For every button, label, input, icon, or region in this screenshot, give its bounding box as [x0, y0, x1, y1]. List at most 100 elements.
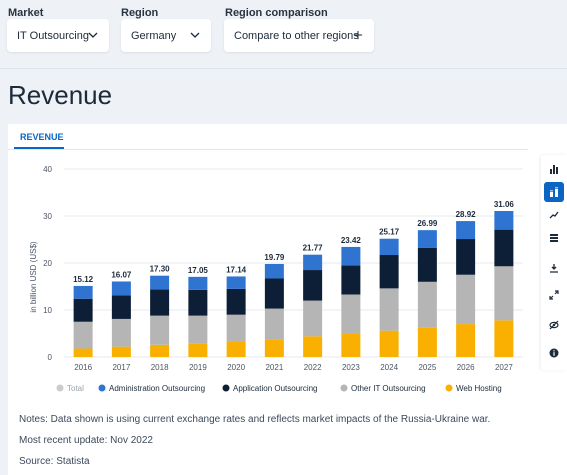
bar-segment[interactable]	[226, 341, 246, 357]
y-tick-label: 30	[43, 212, 52, 221]
bar-segment[interactable]	[379, 288, 399, 331]
bar-segment[interactable]	[188, 343, 208, 357]
revenue-chart: in billion USD (US$) 0 10 20 30 40 15.12 2016…	[29, 165, 523, 393]
bar-segment[interactable]	[111, 281, 131, 296]
bar-chart-button[interactable]	[544, 159, 564, 179]
bar-segment[interactable]	[456, 239, 476, 275]
x-tick-label: 2027	[495, 363, 513, 372]
bar-segment[interactable]	[73, 348, 93, 357]
bar-segment[interactable]	[379, 238, 399, 256]
stacked-bar-icon	[550, 187, 558, 197]
bar-segment[interactable]	[303, 300, 323, 337]
table-button[interactable]	[544, 228, 564, 248]
x-tick-label: 2024	[380, 363, 398, 372]
bar-segment[interactable]	[226, 276, 246, 289]
bar-segment[interactable]	[150, 315, 170, 345]
legend-item[interactable]: Other IT Outsourcing	[340, 384, 426, 393]
legend-marker	[98, 384, 106, 392]
bar-total-label: 19.79	[264, 253, 285, 262]
legend-marker	[445, 384, 453, 392]
legend-label: Web Hosting	[456, 384, 502, 393]
bar-segment[interactable]	[226, 314, 246, 342]
bar-segment[interactable]	[150, 275, 170, 290]
bar-segment[interactable]	[494, 266, 514, 321]
legend-label: Total	[67, 384, 84, 393]
bar-segment[interactable]	[111, 295, 131, 319]
x-tick-label: 2018	[151, 363, 169, 372]
bar-segment[interactable]	[73, 285, 93, 299]
bar-segment[interactable]	[150, 344, 170, 357]
bar-segment[interactable]	[379, 255, 399, 289]
legend-item[interactable]: Web Hosting	[445, 384, 502, 393]
bar-segment[interactable]	[226, 288, 246, 315]
notes-text: Notes: Data shown is using current excha…	[19, 414, 491, 425]
bar-segment[interactable]	[73, 321, 93, 349]
bar-segment[interactable]	[494, 320, 514, 357]
legend-label: Other IT Outsourcing	[351, 384, 426, 393]
bar-segment[interactable]	[456, 324, 476, 357]
y-tick-label: 0	[48, 353, 53, 362]
market-dropdown[interactable]: IT Outsourcing	[7, 19, 109, 52]
bar-segment[interactable]	[494, 211, 514, 230]
fullscreen-icon	[549, 290, 559, 300]
source-text: Source: Statista	[19, 456, 90, 467]
bar-segment[interactable]	[341, 333, 361, 357]
bar-segment[interactable]	[303, 336, 323, 357]
chart-toolbar	[541, 155, 567, 370]
bar-segment[interactable]	[264, 278, 284, 309]
legend-item[interactable]: Application Outsourcing	[222, 384, 318, 393]
bar-chart-icon	[550, 165, 558, 174]
bar-segment[interactable]	[417, 281, 437, 328]
tab-revenue[interactable]: REVENUE	[20, 132, 64, 142]
x-tick-label: 2017	[112, 363, 130, 372]
bar-segment[interactable]	[341, 265, 361, 295]
x-tick-label: 2025	[418, 363, 436, 372]
bar-segment[interactable]	[379, 330, 399, 357]
bar-segment[interactable]	[264, 308, 284, 340]
info-button[interactable]	[544, 343, 564, 363]
bar-segment[interactable]	[341, 294, 361, 334]
bar-segment[interactable]	[188, 289, 208, 316]
x-tick-label: 2021	[265, 363, 283, 372]
bar-segment[interactable]	[456, 274, 476, 325]
bar-segment[interactable]	[303, 254, 323, 271]
compare-regions-button[interactable]: Compare to other regions	[224, 19, 374, 52]
trend-line-button[interactable]	[544, 205, 564, 225]
bar-segment[interactable]	[494, 229, 514, 267]
bar-segment[interactable]	[188, 315, 208, 344]
bar-segment[interactable]	[303, 270, 323, 301]
download-button[interactable]	[544, 258, 564, 278]
bar-segment[interactable]	[417, 327, 437, 357]
bar-segment[interactable]	[188, 276, 208, 290]
bar-segment[interactable]	[264, 263, 284, 279]
stacked-bar-button[interactable]	[544, 182, 564, 202]
bar-segment[interactable]	[417, 230, 437, 248]
x-tick-label: 2022	[304, 363, 322, 372]
bar-segment[interactable]	[73, 298, 93, 322]
region-dropdown[interactable]: Germany	[121, 19, 211, 52]
legend-label: Application Outsourcing	[233, 384, 318, 393]
update-text: Most recent update: Nov 2022	[19, 435, 153, 446]
region-value: Germany	[131, 29, 177, 42]
x-tick-label: 2026	[457, 363, 475, 372]
region-label: Region	[121, 7, 159, 19]
market-label: Market	[8, 7, 44, 19]
bar-segment[interactable]	[456, 221, 476, 240]
tab-active-indicator	[14, 147, 64, 149]
bar-segment[interactable]	[264, 339, 284, 357]
x-tick-label: 2016	[74, 363, 92, 372]
legend-item[interactable]: Administration Outsourcing	[98, 384, 206, 393]
info-icon	[549, 348, 559, 358]
bar-segment[interactable]	[150, 289, 170, 316]
bar-total-label: 26.99	[417, 219, 438, 228]
bar-segment[interactable]	[341, 246, 361, 266]
hide-button[interactable]	[544, 315, 564, 335]
x-tick-label: 2019	[189, 363, 207, 372]
fullscreen-button[interactable]	[544, 285, 564, 305]
y-tick-label: 40	[43, 165, 52, 174]
hide-icon	[549, 320, 559, 330]
bar-segment[interactable]	[417, 247, 437, 282]
bar-segment[interactable]	[111, 346, 131, 357]
bar-segment[interactable]	[111, 318, 131, 347]
legend-item[interactable]: Total	[56, 384, 85, 393]
